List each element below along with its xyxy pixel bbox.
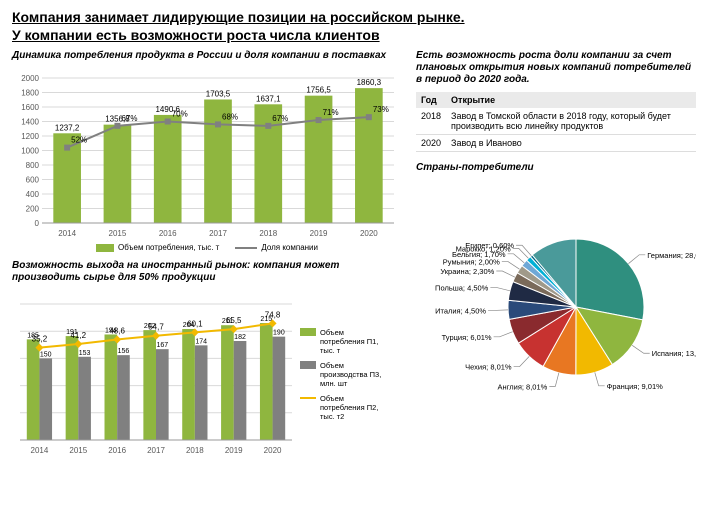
svg-text:156: 156 [118,349,130,356]
svg-text:тыс. т: тыс. т [320,346,341,355]
svg-text:Испания; 13,01%: Испания; 13,01% [652,350,696,359]
openings-table: Год Открытие 2018Завод в Томской области… [416,92,696,152]
svg-text:167: 167 [156,343,168,350]
svg-text:74,8: 74,8 [265,311,281,320]
svg-text:1400: 1400 [21,118,39,127]
svg-text:200: 200 [26,205,40,214]
svg-text:60,1: 60,1 [187,320,203,329]
svg-text:1000: 1000 [21,147,39,156]
chart1-legend-line: Доля компании [235,243,318,252]
col-open: Открытие [446,92,696,108]
svg-text:1703,5: 1703,5 [206,90,231,99]
svg-text:54,7: 54,7 [148,323,164,332]
svg-text:800: 800 [26,161,40,170]
svg-text:1600: 1600 [21,103,39,112]
svg-text:67%: 67% [272,114,288,123]
chart1: 0 200 400 600 800 1000 1200 1400 1600 1800 2000 123… [12,66,402,241]
svg-text:тыс. т2: тыс. т2 [320,412,344,421]
left-column: Динамика потребления продукта в России и… [12,50,402,458]
svg-text:600: 600 [26,176,40,185]
table-row: 2020Завод в Иваново [416,135,696,152]
svg-text:Чехия; 8,01%: Чехия; 8,01% [465,363,512,372]
pie-chart: Германия; 28,03% Испания; 13,01% Франция; … [416,177,696,407]
svg-text:потребления П2,: потребления П2, [320,403,378,412]
svg-text:2015: 2015 [69,446,87,455]
svg-text:2000: 2000 [21,74,39,83]
chart1-title: Динамика потребления продукта в России и… [12,50,402,62]
svg-text:1756,5: 1756,5 [306,86,331,95]
main-layout: Динамика потребления продукта в России и… [12,50,703,458]
svg-text:Турция; 6,01%: Турция; 6,01% [442,333,492,342]
svg-text:1200: 1200 [21,132,39,141]
svg-text:153: 153 [79,350,91,357]
svg-text:2019: 2019 [310,229,328,238]
svg-text:Франция; 9,01%: Франция; 9,01% [607,382,663,391]
svg-text:73%: 73% [373,106,389,115]
svg-text:Египет; 0,60%: Египет; 0,60% [465,242,514,251]
svg-text:48,6: 48,6 [109,327,125,336]
svg-text:65,5: 65,5 [226,316,242,325]
svg-text:Англия; 8,01%: Англия; 8,01% [498,383,548,392]
title-2: У компании есть возможности роста числа … [12,27,380,43]
svg-text:1800: 1800 [21,89,39,98]
svg-text:2018: 2018 [186,446,204,455]
svg-text:68%: 68% [222,113,238,122]
table-row: 2018Завод в Томской области в 2018 году,… [416,108,696,135]
chart2-title: Возможность выхода на иностранный рынок:… [12,260,402,284]
svg-text:182: 182 [234,334,246,341]
page-title: Компания занимает лидирующие позиции на … [12,8,703,44]
svg-text:Украина; 2,30%: Украина; 2,30% [440,267,494,276]
svg-text:2018: 2018 [259,229,277,238]
svg-text:2017: 2017 [209,229,227,238]
pie-title: Страны-потребители [416,162,696,173]
svg-text:Объем: Объем [320,394,344,403]
chart1-legend-bar: Объем потребления, тыс. т [96,243,219,252]
title-1: Компания занимает лидирующие позиции на … [12,9,465,25]
chart1-legend: Объем потребления, тыс. т Доля компании [12,243,402,252]
col-year: Год [416,92,446,108]
svg-text:производства П3,: производства П3, [320,370,381,379]
svg-text:2017: 2017 [147,446,165,455]
svg-text:2014: 2014 [58,229,76,238]
svg-text:400: 400 [26,190,40,199]
svg-text:52%: 52% [71,136,87,145]
svg-text:2016: 2016 [108,446,126,455]
svg-text:потребления П1,: потребления П1, [320,337,378,346]
svg-text:174: 174 [195,339,207,346]
svg-text:Объем: Объем [320,328,344,337]
svg-text:Объем: Объем [320,361,344,370]
svg-text:Германия; 28,03%: Германия; 28,03% [647,251,696,260]
svg-text:35,2: 35,2 [32,335,48,344]
svg-text:2019: 2019 [225,446,243,455]
svg-text:2014: 2014 [31,446,49,455]
svg-text:2016: 2016 [159,229,177,238]
svg-text:1860,3: 1860,3 [357,79,382,88]
svg-text:2015: 2015 [109,229,127,238]
svg-text:млн. шт: млн. шт [320,379,348,388]
svg-text:67%: 67% [121,114,137,123]
svg-text:2020: 2020 [360,229,378,238]
opportunity-text: Есть возможность роста доли компании за … [416,50,696,86]
svg-text:1637,1: 1637,1 [256,95,281,104]
svg-text:41,2: 41,2 [70,331,86,340]
svg-text:70%: 70% [172,110,188,119]
svg-text:190: 190 [273,330,285,337]
svg-text:71%: 71% [323,108,339,117]
svg-text:0: 0 [35,219,40,228]
svg-text:2020: 2020 [264,446,282,455]
svg-text:Польша; 4,50%: Польша; 4,50% [435,284,489,293]
svg-text:1237,2: 1237,2 [55,124,80,133]
right-column: Есть возможность роста доли компании за … [416,50,696,458]
chart2: 1851502014191153201519415620162021672017… [12,288,402,458]
svg-text:150: 150 [40,352,52,359]
svg-text:Италия; 4,50%: Италия; 4,50% [435,307,486,316]
